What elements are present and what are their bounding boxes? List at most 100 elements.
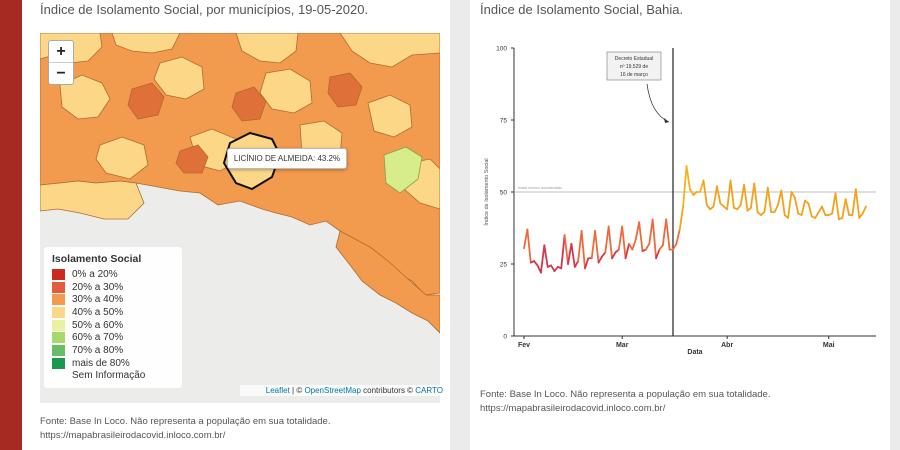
- series-segment: [621, 225, 627, 260]
- series-segment: [563, 234, 569, 265]
- legend-swatch: [52, 306, 65, 318]
- x-tick-label: Abr: [721, 342, 733, 349]
- legend-swatch: [52, 281, 65, 293]
- series-segment: [648, 218, 654, 245]
- series-segment: [638, 221, 644, 252]
- legend-item: 40% a 50%: [52, 306, 174, 319]
- municipality-tooltip: LICÍNIO DE ALMEIDA: 43.2%: [227, 148, 347, 169]
- map-legend: Isolamento Social 0% a 20% 20% a 30% 30% a…: [44, 247, 182, 389]
- zoom-out-button[interactable]: −: [49, 62, 73, 84]
- map-title: Índice de Isolamento Social, por municíp…: [40, 2, 369, 17]
- series-segment: [655, 248, 661, 260]
- legend-swatch: [52, 332, 65, 344]
- y-tick-label: 0: [503, 334, 507, 341]
- legend-label: 30% a 40%: [72, 294, 124, 306]
- legend-swatch: [52, 357, 65, 369]
- legend-item: 70% a 80%: [52, 344, 174, 357]
- series-segment: [607, 225, 613, 260]
- map-attribution: Leaflet | © OpenStreetMap contributors ©…: [240, 385, 446, 396]
- series-segment: [590, 229, 597, 260]
- series-segment: [665, 218, 671, 251]
- chart-source-url[interactable]: https://mapabrasileirodacovid.inloco.com…: [480, 403, 666, 414]
- legend-item: 60% a 70%: [52, 331, 174, 344]
- legend-item: Sem Informação: [52, 370, 174, 383]
- osm-link[interactable]: OpenStreetMap: [304, 386, 361, 395]
- carto-link[interactable]: CARTO: [415, 386, 443, 395]
- legend-title: Isolamento Social: [52, 253, 142, 265]
- series-segment: [689, 188, 695, 196]
- series-segment: [831, 192, 837, 215]
- series-segment: [793, 196, 800, 215]
- series-segment: [611, 251, 617, 260]
- y-tick-label: 100: [496, 46, 507, 53]
- decree-arrow: [646, 83, 670, 123]
- series-segment: [702, 179, 708, 206]
- series-segment: [729, 179, 735, 209]
- series-segment: [736, 204, 742, 211]
- decree-annotation-text: nº 19.529 de: [620, 64, 648, 70]
- series-segment: [861, 205, 867, 215]
- series-segment: [821, 205, 827, 216]
- map-source-url[interactable]: https://mapabrasileirodacovid.inloco.com…: [40, 430, 226, 441]
- series-segment: [573, 260, 580, 268]
- map-source-text: Fonte: Base In Loco. Não representa a po…: [40, 416, 331, 427]
- series-segment: [678, 205, 685, 231]
- series-segment: [854, 188, 861, 219]
- series-segment: [658, 244, 664, 251]
- series-segment: [766, 186, 773, 214]
- page-accent-bar: [0, 0, 22, 450]
- series-segment: [526, 228, 532, 264]
- series-segment: [570, 242, 576, 268]
- chart-title: Índice de Isolamento Social, Bahia.: [480, 2, 684, 17]
- y-tick-label: 75: [500, 118, 508, 125]
- chart-source-text: Fonte: Base In Loco. Não representa a po…: [480, 389, 771, 400]
- y-tick-label: 50: [500, 190, 508, 197]
- series-segment: [661, 218, 668, 247]
- series-segment: [682, 165, 688, 208]
- series-segment: [597, 255, 603, 264]
- series-segment: [533, 260, 539, 267]
- isolation-line-chart: 0 25 50 75 100 Fev Mar Abr Mai Data Índice de Isol…: [483, 46, 876, 356]
- zoom-in-button[interactable]: +: [56, 43, 66, 60]
- series-segment: [844, 198, 850, 216]
- map-source: Fonte: Base In Loco. Não representa a po…: [40, 415, 330, 443]
- series-segment: [604, 225, 610, 254]
- y-tick-label: 25: [500, 262, 508, 269]
- series-segment: [543, 244, 549, 268]
- legend-swatch: [52, 268, 65, 280]
- decree-annotation-box: [606, 51, 662, 81]
- series-segment: [841, 198, 847, 219]
- decree-arrow-head: [663, 118, 669, 123]
- series-segment: [858, 212, 864, 219]
- series-segment: [584, 257, 590, 270]
- series-segment: [763, 186, 769, 214]
- series-segment: [807, 202, 813, 218]
- series-segment: [567, 242, 573, 265]
- series-segment: [749, 182, 756, 209]
- series-segment: [716, 185, 722, 205]
- series-segment: [594, 229, 600, 264]
- legend-item: 50% a 60%: [52, 319, 174, 332]
- series-segment: [560, 234, 566, 270]
- series-segment: [851, 188, 857, 216]
- series-segment: [685, 165, 691, 191]
- legend-item: 20% a 30%: [52, 281, 174, 294]
- zoom-control: + −: [48, 40, 74, 85]
- series-segment: [705, 204, 712, 211]
- chart-source: Fonte: Base In Loco. Não representa a po…: [480, 388, 770, 416]
- x-tick-label: Mar: [616, 342, 629, 349]
- series-segment: [540, 244, 546, 274]
- series-segment: [753, 182, 759, 214]
- legend-item: 0% a 20%: [52, 268, 174, 281]
- series-segment: [726, 179, 732, 211]
- legend-label: 40% a 50%: [72, 306, 124, 318]
- series-segment: [800, 199, 806, 216]
- series-segment: [600, 251, 607, 258]
- decree-annotation-text: 16 de março: [620, 72, 648, 78]
- leaflet-link[interactable]: Leaflet: [265, 386, 290, 395]
- series-segment: [550, 264, 556, 273]
- series-segment: [617, 225, 624, 251]
- legend-swatch: [52, 294, 65, 306]
- series-segment: [773, 204, 779, 214]
- series-segment: [814, 211, 820, 219]
